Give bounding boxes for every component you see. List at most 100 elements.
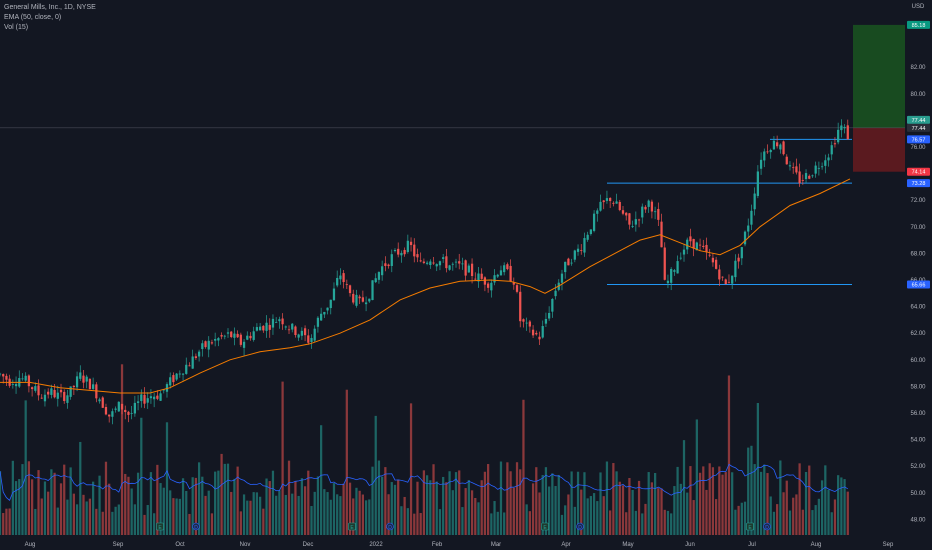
y-tick-label: 54.00 <box>910 438 926 444</box>
candle-body <box>827 157 830 161</box>
candle-body <box>801 180 804 181</box>
volume-bar <box>108 483 111 535</box>
candle-body <box>268 324 271 330</box>
volume-bar <box>592 493 596 535</box>
volume-bar <box>117 504 120 535</box>
volume-bar <box>429 480 432 535</box>
candle-body <box>718 269 721 280</box>
volume-bar <box>416 481 419 535</box>
volume-bar <box>657 488 660 535</box>
candle-body <box>233 333 236 338</box>
volume-bar <box>95 508 98 535</box>
volume-bar <box>811 510 814 535</box>
volume-bar <box>721 474 724 535</box>
volume-bar <box>313 491 316 535</box>
candle-body <box>615 201 618 204</box>
volume-bar <box>262 508 265 535</box>
volume-bar <box>374 415 377 535</box>
volume-bar <box>153 513 156 535</box>
candle-body <box>82 375 85 383</box>
volume-bar <box>644 503 647 535</box>
x-tick-label: Jun <box>685 542 695 548</box>
candle-body <box>644 206 647 210</box>
volume-bar <box>673 486 676 535</box>
volume-bar <box>316 476 320 535</box>
volume-bar <box>178 498 181 535</box>
symbol-legend[interactable]: General Mills, Inc., 1D, NYSE <box>4 4 96 11</box>
candle-body <box>75 376 79 388</box>
volume-bar <box>525 504 528 535</box>
volume-bar <box>214 471 217 535</box>
candle-body <box>63 391 66 402</box>
candle-body <box>503 265 506 273</box>
price-badge <box>907 20 930 29</box>
candle-body <box>609 197 612 202</box>
candle-body <box>692 238 695 249</box>
candle-body <box>162 389 165 391</box>
volume-bar <box>37 470 40 535</box>
volume-bar <box>580 489 583 535</box>
candle-body <box>101 397 104 408</box>
volume-bar <box>528 511 531 535</box>
candle-body <box>387 264 390 267</box>
candle-body <box>631 226 634 228</box>
volume-bar <box>679 483 682 535</box>
x-tick-label: May <box>622 542 633 548</box>
volume-bar <box>827 489 830 535</box>
volume-bar <box>670 513 673 535</box>
volume-bar <box>413 513 416 535</box>
volume-bar <box>236 466 239 535</box>
candle-body <box>435 264 438 267</box>
price-badge-label: 77.44 <box>912 126 926 132</box>
volume-bar <box>583 472 586 535</box>
candle-body <box>323 311 326 315</box>
candle-body <box>300 330 303 336</box>
candle-body <box>14 384 18 387</box>
y-tick-label: 80.00 <box>910 92 926 98</box>
volume-bar <box>11 460 14 535</box>
candle-body <box>570 262 573 264</box>
candle-body <box>429 261 432 265</box>
candle-body <box>499 270 503 276</box>
volume-bar <box>496 511 499 535</box>
candle-body <box>281 318 284 325</box>
candle-body <box>769 150 772 153</box>
volume-bar <box>676 466 679 535</box>
volume-bar <box>217 470 220 535</box>
volume-bar <box>114 506 117 535</box>
volume-bar <box>833 499 837 535</box>
candle-body <box>715 259 718 269</box>
volume-bar <box>519 469 522 535</box>
volume-bar <box>24 400 27 535</box>
volume-bar <box>409 403 413 535</box>
candle-body <box>580 250 583 251</box>
candle-body <box>230 331 233 338</box>
candle-body <box>117 401 120 412</box>
candle-body <box>788 165 792 167</box>
candle-body <box>178 373 181 375</box>
volume-bar <box>425 475 429 535</box>
ema-legend[interactable]: EMA (50, close, 0) <box>4 14 62 21</box>
candle-body <box>528 321 531 327</box>
candle-body <box>544 318 548 324</box>
volume-bar <box>220 453 223 535</box>
candle-body <box>40 397 43 399</box>
volume-bar <box>258 496 262 535</box>
volume-legend[interactable]: Vol (15) <box>4 24 29 31</box>
candle-body <box>361 297 365 302</box>
volume-bar <box>249 500 252 535</box>
candle-body <box>438 261 442 266</box>
candle-body <box>159 393 162 401</box>
candle-body <box>85 376 88 382</box>
candle-body <box>702 245 705 247</box>
candle-body <box>188 365 191 367</box>
candle-body <box>194 356 198 359</box>
candle-body <box>448 265 451 270</box>
volume-bar <box>660 488 663 535</box>
volume-bar <box>615 471 618 535</box>
candle-body <box>618 201 621 211</box>
volume-bar <box>477 502 480 535</box>
volume-bar <box>769 496 772 535</box>
volume-bar <box>705 489 708 535</box>
